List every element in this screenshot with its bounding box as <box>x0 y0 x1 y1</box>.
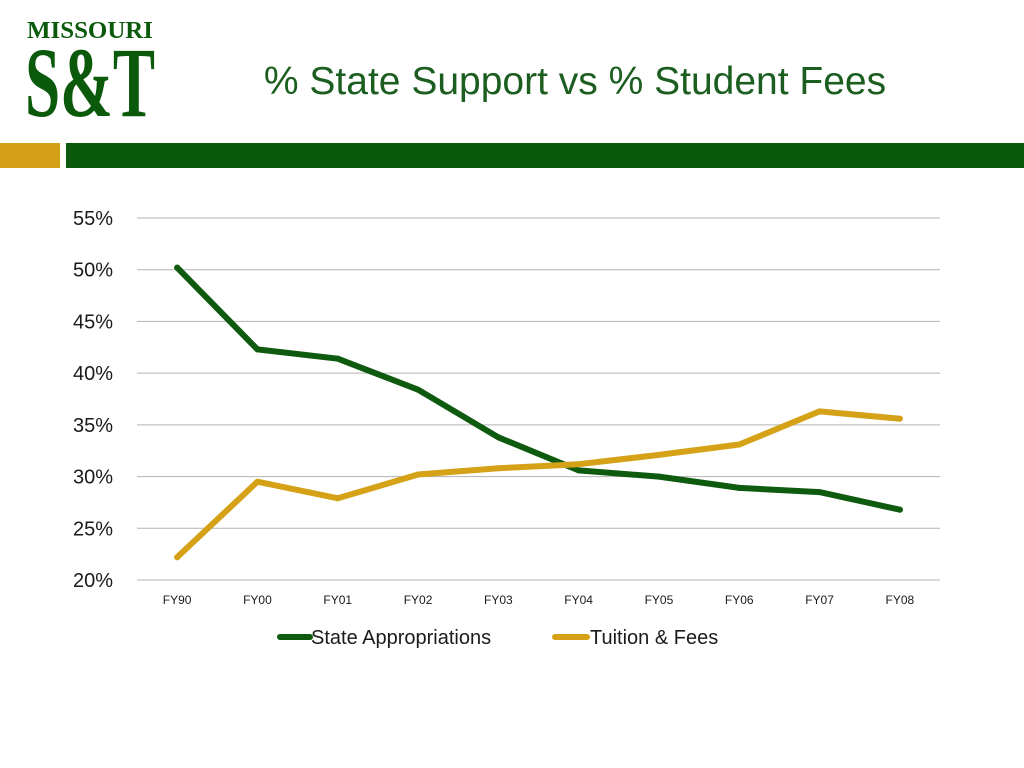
y-tick-label: 40% <box>73 363 113 385</box>
x-tick-label: FY07 <box>805 593 834 607</box>
x-tick-label: FY08 <box>886 593 915 607</box>
header-accent-bar <box>0 143 60 168</box>
y-tick-label: 50% <box>73 260 113 282</box>
data-point-state-appropriations <box>174 264 181 271</box>
data-point-state-appropriations <box>896 506 903 513</box>
data-point-tuition-fees <box>655 451 662 458</box>
x-tick-label: FY00 <box>243 593 272 607</box>
y-tick-label: 35% <box>73 415 113 437</box>
header-bar <box>66 143 1024 168</box>
line-chart: 20% 25% 30% 35% 40% 45% 50% 55% FY90 FY00 FY01 FY0… <box>73 208 940 649</box>
data-point-tuition-fees <box>575 461 582 468</box>
series-line-state-appropriations <box>174 264 903 513</box>
series-line-tuition-fees <box>174 408 903 561</box>
data-point-state-appropriations <box>415 386 422 393</box>
legend: State Appropriations Tuition & Fees <box>277 627 718 649</box>
gridlines <box>137 217 940 581</box>
y-tick-label: 25% <box>73 518 113 540</box>
y-axis-labels: 20% 25% 30% 35% 40% 45% 50% 55% <box>73 208 113 592</box>
data-point-tuition-fees <box>415 471 422 478</box>
y-tick-label: 45% <box>73 311 113 333</box>
data-point-state-appropriations <box>816 489 823 496</box>
x-tick-label: FY01 <box>323 593 352 607</box>
data-point-state-appropriations <box>254 346 261 353</box>
legend-label: Tuition & Fees <box>590 627 718 649</box>
y-tick-label: 20% <box>73 570 113 592</box>
x-tick-label: FY04 <box>564 593 593 607</box>
x-tick-label: FY03 <box>484 593 513 607</box>
slide-title: % State Support vs % Student Fees <box>263 60 887 103</box>
x-tick-label: FY90 <box>163 593 192 607</box>
x-tick-label: FY06 <box>725 593 754 607</box>
x-axis-labels: FY90 FY00 FY01 FY02 FY03 FY04 FY05 FY06 FY07 FY08 <box>163 593 915 607</box>
y-tick-label: 30% <box>73 467 113 489</box>
logo-monogram: S&T <box>25 27 155 130</box>
data-point-tuition-fees <box>896 415 903 422</box>
series-group <box>174 264 903 561</box>
legend-item: Tuition & Fees <box>552 627 718 649</box>
data-point-tuition-fees <box>174 554 181 561</box>
data-point-state-appropriations <box>655 473 662 480</box>
data-point-tuition-fees <box>816 408 823 415</box>
legend-item: State Appropriations <box>277 627 491 649</box>
data-point-tuition-fees <box>334 495 341 502</box>
data-point-state-appropriations <box>334 355 341 362</box>
series-tuition-fees <box>174 408 903 561</box>
logo-wordmark: MISSOURI <box>27 18 153 44</box>
legend-label: State Appropriations <box>311 627 491 649</box>
x-tick-label: FY02 <box>404 593 433 607</box>
x-tick-label: FY05 <box>645 593 674 607</box>
data-point-state-appropriations <box>495 434 502 441</box>
data-point-state-appropriations <box>736 484 743 491</box>
series-state-appropriations <box>174 264 903 513</box>
data-point-tuition-fees <box>736 441 743 448</box>
data-point-tuition-fees <box>495 465 502 472</box>
data-point-tuition-fees <box>254 478 261 485</box>
missouri-st-logo: MISSOURI S&T <box>25 18 155 130</box>
data-point-state-appropriations <box>575 467 582 474</box>
y-tick-label: 55% <box>73 208 113 230</box>
